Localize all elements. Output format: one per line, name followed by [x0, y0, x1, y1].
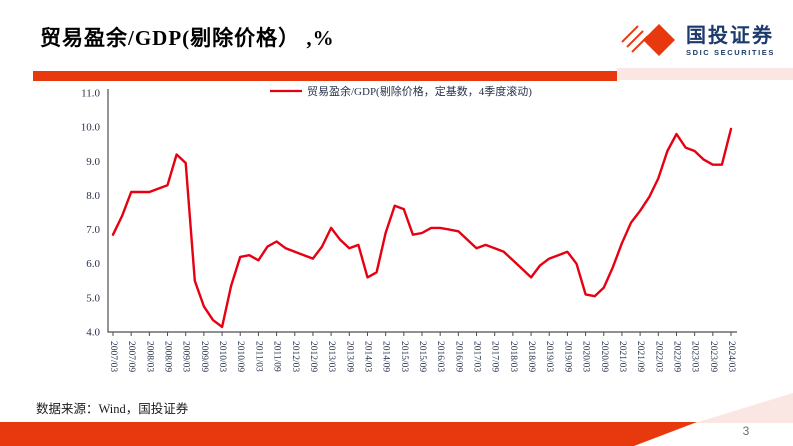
- x-tick-label: 2014/03: [362, 341, 372, 372]
- y-tick-label: 11.0: [81, 88, 100, 100]
- page-title: 贸易盈余/GDP(剔除价格） ,%: [40, 26, 335, 50]
- x-tick-label: 2020/09: [599, 341, 609, 372]
- x-tick-label: 2021/03: [617, 341, 627, 372]
- y-tick-label: 10.0: [81, 122, 101, 134]
- x-tick-label: 2019/03: [544, 341, 554, 372]
- bottom-pink-wedge: [695, 393, 793, 423]
- x-tick-label: 2010/09: [235, 341, 245, 372]
- x-tick-label: 2009/03: [181, 341, 191, 372]
- bottom-decoration: [0, 393, 793, 446]
- data-source-note: 数据来源：Wind，国投证券: [36, 402, 189, 416]
- line-chart: 4.0 5.0 6.0 7.0 8.0 9.0 10.0 11.0 2007/03 2007/09…: [60, 81, 760, 392]
- x-tick-label: 2007/09: [126, 341, 136, 372]
- x-tick-label: 2007/03: [108, 341, 118, 372]
- x-tick-label: 2010/03: [217, 341, 227, 372]
- company-logo: 国投证券 SDIC SECURITIES: [616, 20, 775, 62]
- y-tick-label: 5.0: [86, 292, 100, 304]
- x-tick-label: 2023/03: [690, 341, 700, 372]
- y-tick-label: 9.0: [86, 156, 100, 168]
- page-number: 3: [742, 424, 750, 438]
- y-tick-label: 7.0: [86, 224, 100, 236]
- x-tick-label: 2014/09: [381, 341, 391, 372]
- x-tick-label: 2022/03: [653, 341, 663, 372]
- x-tick-label: 2022/09: [671, 341, 681, 372]
- x-tick-label: 2013/03: [326, 341, 336, 372]
- y-tick-label: 6.0: [86, 258, 100, 270]
- x-tick-label: 2017/09: [490, 341, 500, 372]
- header-pink-rule: [617, 68, 793, 80]
- chart-svg: 4.0 5.0 6.0 7.0 8.0 9.0 10.0 11.0 2007/03 2007/09…: [81, 84, 737, 372]
- axis-lines: [107, 89, 737, 333]
- x-tick-label: 2018/09: [526, 341, 536, 372]
- x-tick-label: 2017/03: [472, 341, 482, 372]
- legend-label: 贸易盈余/GDP(剔除价格，定基数，4季度滚动): [307, 84, 532, 98]
- x-tick-label: 2008/03: [144, 341, 154, 372]
- logo-name-en: SDIC SECURITIES: [685, 47, 775, 57]
- x-tick-label: 2020/03: [581, 341, 591, 372]
- x-tick-label: 2012/09: [308, 341, 318, 372]
- x-tick-label: 2009/09: [199, 341, 209, 372]
- x-tick-label: 2008/09: [163, 341, 173, 372]
- x-tick-label: 2012/03: [290, 341, 300, 372]
- x-tick-label: 2018/03: [508, 341, 518, 372]
- x-tick-label: 2011/09: [272, 341, 282, 372]
- x-tick-label: 2023/09: [708, 341, 718, 372]
- header-red-rule: [33, 71, 617, 81]
- x-tick-label: 2019/09: [562, 341, 572, 372]
- x-tick-label: 2011/03: [253, 341, 263, 372]
- logo-name-cn: 国投证券: [685, 24, 774, 47]
- x-tick-label: 2021/09: [635, 341, 645, 372]
- x-tick-label: 2016/09: [453, 341, 463, 372]
- y-tick-label: 8.0: [86, 190, 100, 202]
- series-line: [111, 127, 733, 329]
- sdic-diamond-icon: [619, 24, 675, 56]
- x-tick-label: 2013/09: [344, 341, 354, 372]
- x-tick-label: 2024/03: [726, 341, 736, 372]
- x-tick-label: 2015/03: [399, 341, 409, 372]
- bottom-red-band: [0, 422, 697, 446]
- x-tick-label: 2015/09: [417, 341, 427, 372]
- y-tick-label: 4.0: [86, 327, 100, 339]
- x-tick-label: 2016/03: [435, 341, 445, 372]
